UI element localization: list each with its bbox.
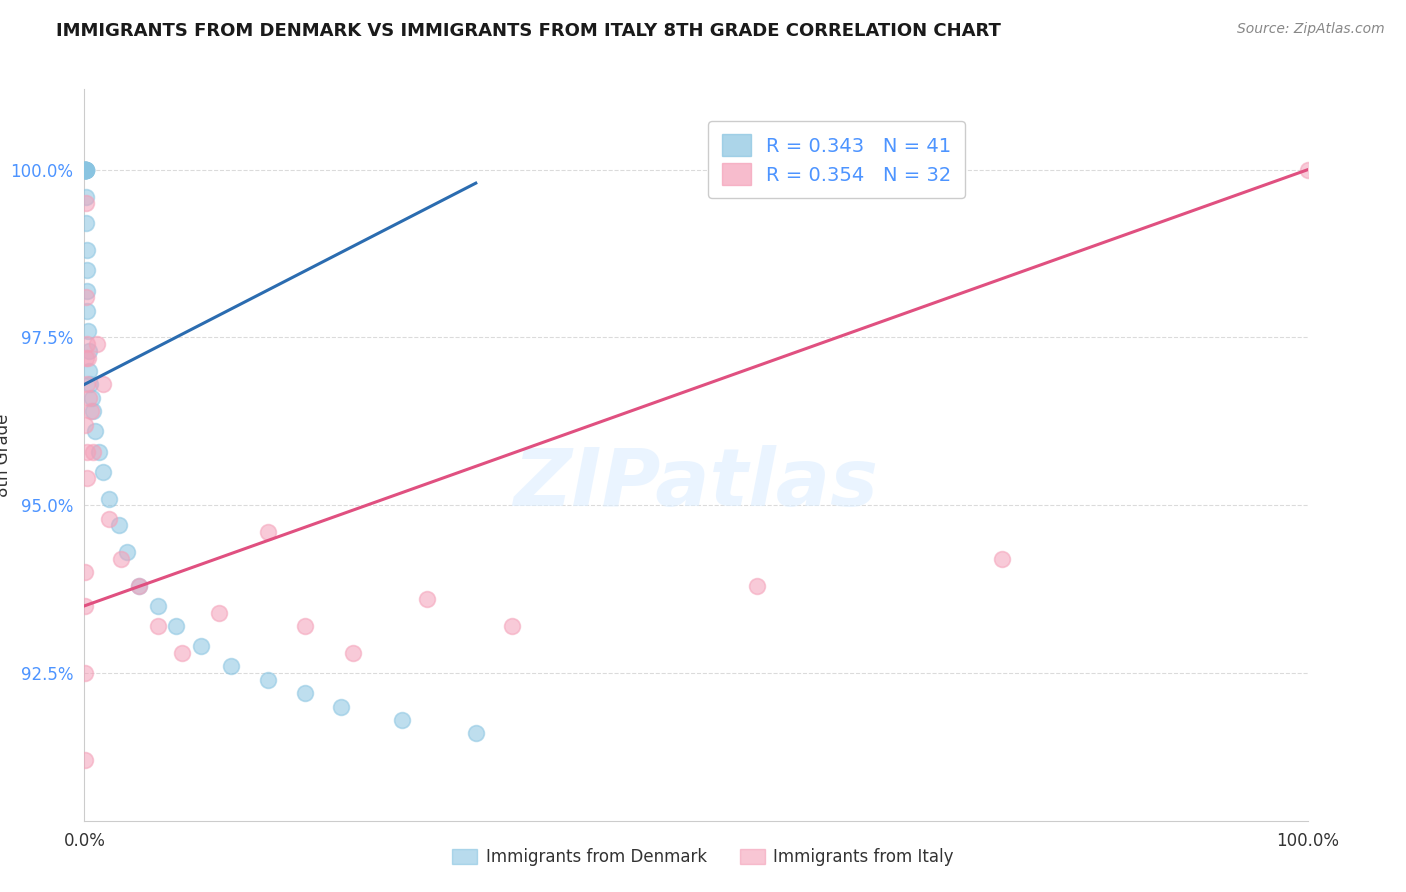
Point xyxy=(502,619,524,633)
Point xyxy=(75,162,97,177)
Point xyxy=(76,263,98,277)
Point xyxy=(75,162,97,177)
Point xyxy=(75,162,97,177)
Point xyxy=(464,726,486,740)
Point xyxy=(75,196,97,211)
Point xyxy=(128,579,150,593)
Point xyxy=(75,162,97,177)
Point xyxy=(391,713,413,727)
Point xyxy=(77,324,100,338)
Text: IMMIGRANTS FROM DENMARK VS IMMIGRANTS FROM ITALY 8TH GRADE CORRELATION CHART: IMMIGRANTS FROM DENMARK VS IMMIGRANTS FR… xyxy=(56,22,1001,40)
Point xyxy=(86,337,108,351)
Point xyxy=(1296,162,1319,177)
Point xyxy=(257,525,280,540)
Point xyxy=(342,646,364,660)
Point xyxy=(294,686,316,700)
Point xyxy=(76,284,98,298)
Point xyxy=(79,377,101,392)
Point xyxy=(82,444,104,458)
Point xyxy=(75,216,97,230)
Point xyxy=(75,162,97,177)
Text: ZIPatlas: ZIPatlas xyxy=(513,445,879,524)
Point xyxy=(80,404,103,418)
Point xyxy=(257,673,280,687)
Point xyxy=(75,290,97,304)
Point xyxy=(172,646,194,660)
Text: Source: ZipAtlas.com: Source: ZipAtlas.com xyxy=(1237,22,1385,37)
Point xyxy=(146,599,169,613)
Legend: R = 0.343   N = 41, R = 0.354   N = 32: R = 0.343 N = 41, R = 0.354 N = 32 xyxy=(709,120,966,198)
Point xyxy=(75,162,97,177)
Point xyxy=(115,545,138,559)
Point xyxy=(97,491,120,506)
Point xyxy=(416,592,439,607)
Point xyxy=(76,337,98,351)
Point xyxy=(82,404,104,418)
Point xyxy=(75,417,97,432)
Point xyxy=(190,639,212,653)
Point xyxy=(77,343,100,358)
Point xyxy=(75,162,97,177)
Point xyxy=(77,351,100,365)
Point xyxy=(165,619,187,633)
Point xyxy=(75,162,97,177)
Point xyxy=(91,377,114,392)
Point xyxy=(76,377,98,392)
Point xyxy=(84,425,107,439)
Point xyxy=(77,364,100,378)
Point xyxy=(77,391,100,405)
Point xyxy=(75,162,97,177)
Point xyxy=(75,162,97,177)
Point xyxy=(991,552,1014,566)
Point xyxy=(73,665,96,680)
Point xyxy=(146,619,169,633)
Point xyxy=(75,566,97,580)
Legend: Immigrants from Denmark, Immigrants from Italy: Immigrants from Denmark, Immigrants from… xyxy=(444,840,962,875)
Point xyxy=(73,162,96,177)
Point xyxy=(76,244,98,258)
Point xyxy=(73,162,96,177)
Point xyxy=(80,391,103,405)
Point xyxy=(97,511,120,525)
Point xyxy=(73,753,96,767)
Point xyxy=(330,699,353,714)
Point xyxy=(76,303,98,318)
Point xyxy=(75,189,97,203)
Point xyxy=(219,659,242,673)
Point xyxy=(128,579,150,593)
Point xyxy=(110,552,132,566)
Point xyxy=(75,599,97,613)
Point xyxy=(75,351,97,365)
Point xyxy=(76,444,98,458)
Y-axis label: 8th Grade: 8th Grade xyxy=(0,413,13,497)
Point xyxy=(747,579,769,593)
Point xyxy=(107,518,129,533)
Point xyxy=(75,162,97,177)
Point xyxy=(208,606,231,620)
Point xyxy=(87,444,110,458)
Point xyxy=(294,619,316,633)
Point xyxy=(91,465,114,479)
Point xyxy=(76,471,98,485)
